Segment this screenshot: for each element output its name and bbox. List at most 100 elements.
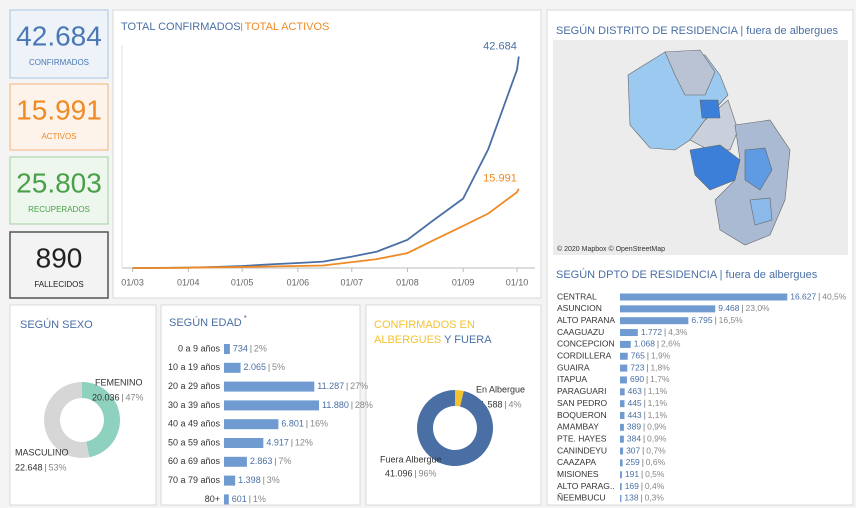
- bar: [224, 400, 320, 411]
- x-tick-label: 01/07: [340, 277, 363, 287]
- bar-value: 2.065: [244, 362, 267, 372]
- kpi-card: [9, 156, 109, 225]
- bar: [224, 438, 264, 448]
- bar-percent: 28%: [355, 400, 373, 410]
- title-part: Y FUERA: [444, 334, 492, 346]
- bar-percent: 16%: [310, 419, 328, 429]
- category-label: ÑEEMBUCU: [557, 493, 606, 503]
- slice-label: FEMENINO: [95, 377, 143, 387]
- category-label: 70 a 79 años: [168, 475, 221, 485]
- slice-label: En Albergue: [476, 384, 525, 394]
- slice-value: 41.096: [385, 468, 413, 478]
- bar-percent: 1,8%: [650, 362, 670, 372]
- bar-percent: 0,3%: [645, 493, 665, 503]
- chart-title: SEGÚN EDAD: [169, 316, 242, 329]
- bar-percent: 0,4%: [645, 481, 665, 491]
- category-label: PTE. HAYES: [557, 433, 607, 443]
- category-label: 40 a 49 años: [168, 419, 221, 429]
- data-label: 42.684: [483, 40, 517, 52]
- kpi-label: FALLECIDOS: [34, 280, 83, 289]
- bar-value: 2.863: [250, 456, 273, 466]
- bar-value: 169: [625, 481, 639, 491]
- title-note: *: [244, 314, 247, 323]
- category-label: 80+: [205, 494, 220, 504]
- slice-value: 20.036: [92, 392, 120, 402]
- bar: [620, 329, 638, 337]
- category-label: CONCEPCION: [557, 339, 615, 349]
- bar-value: 723: [630, 362, 644, 372]
- kpi-card: [9, 83, 109, 151]
- x-tick-label: 01/10: [506, 277, 529, 287]
- bar-percent: 5%: [272, 362, 285, 372]
- bar-percent: 7%: [278, 456, 291, 466]
- map-region: [749, 197, 773, 226]
- bar-value: 601: [232, 494, 247, 504]
- bar-value: 307: [626, 445, 640, 455]
- bar: [620, 435, 624, 443]
- category-label: SAN PEDRO: [557, 398, 607, 408]
- bar-value: 389: [627, 422, 641, 432]
- map-title: SEGÚN DISTRITO DE RESIDENCIA | fuera de …: [556, 24, 839, 37]
- x-tick-label: 01/08: [396, 277, 419, 287]
- category-label: ALTO PARANA: [557, 315, 615, 325]
- bar-percent: 0,6%: [646, 457, 666, 467]
- bar-percent: 2%: [254, 343, 267, 353]
- bar: [620, 412, 625, 419]
- category-label: GUAIRA: [557, 362, 590, 372]
- bar-percent: 0,5%: [645, 469, 665, 479]
- category-label: CAAZAPA: [557, 457, 596, 467]
- slice-label: MASCULINO: [15, 447, 69, 457]
- category-label: ASUNCION: [557, 303, 602, 313]
- bar: [620, 317, 689, 325]
- bar: [224, 362, 241, 373]
- category-label: 60 a 69 años: [168, 456, 221, 466]
- map-region: [744, 147, 773, 191]
- category-label: CORDILLERA: [557, 351, 612, 361]
- kpi-label: ACTIVOS: [41, 132, 76, 141]
- slice-percent: 4%: [509, 399, 522, 409]
- bar-value: 443: [627, 410, 641, 420]
- data-label: 15.991: [483, 173, 517, 185]
- bar-percent: 2,6%: [661, 339, 681, 349]
- category-label: AMAMBAY: [557, 422, 599, 432]
- bar-percent: 1,1%: [648, 398, 668, 408]
- bar: [224, 344, 230, 354]
- bar-value: 259: [626, 457, 640, 467]
- bar-value: 384: [627, 433, 641, 443]
- x-tick-label: 01/06: [287, 277, 310, 287]
- chart-title: SEGÚN SEXO: [20, 318, 93, 331]
- slice-percent: 47%: [126, 392, 144, 402]
- bar: [620, 364, 628, 372]
- category-label: 0 a 9 años: [178, 343, 221, 353]
- bar-value: 9.468: [718, 303, 740, 313]
- map-region: [664, 49, 716, 96]
- chart-title: TOTAL CONFIRMADOS: [121, 21, 241, 33]
- bar-percent: 4,3%: [668, 327, 688, 337]
- bar: [620, 376, 627, 384]
- bar-value: 1.398: [238, 475, 261, 485]
- bar: [620, 494, 622, 502]
- map: [553, 40, 848, 255]
- bar-percent: 23,0%: [746, 303, 771, 313]
- category-label: BOQUERON: [557, 410, 607, 420]
- bar-percent: 1,9%: [651, 351, 671, 361]
- bar-percent: 16,5%: [719, 315, 744, 325]
- line-series: [132, 188, 520, 269]
- bar-value: 445: [627, 398, 641, 408]
- slice-value: 22.648: [15, 462, 43, 472]
- slice-percent: 96%: [419, 468, 437, 478]
- bar-value: 16.627: [790, 291, 816, 301]
- donut-slice: [43, 382, 90, 458]
- bar-value: 4.917: [266, 437, 289, 447]
- bar-value: 138: [624, 493, 638, 503]
- category-label: 20 a 29 años: [168, 381, 221, 391]
- bar-value: 734: [233, 343, 248, 353]
- slice-percent: 53%: [49, 462, 67, 472]
- kpi-value: 25.803: [16, 167, 102, 198]
- bar: [620, 293, 788, 301]
- category-label: PARAGUARI: [557, 386, 606, 396]
- line-panel: [112, 9, 542, 299]
- bar-value: 6.795: [691, 315, 713, 325]
- bar-value: 463: [628, 386, 642, 396]
- bar-percent: 40,5%: [822, 291, 847, 301]
